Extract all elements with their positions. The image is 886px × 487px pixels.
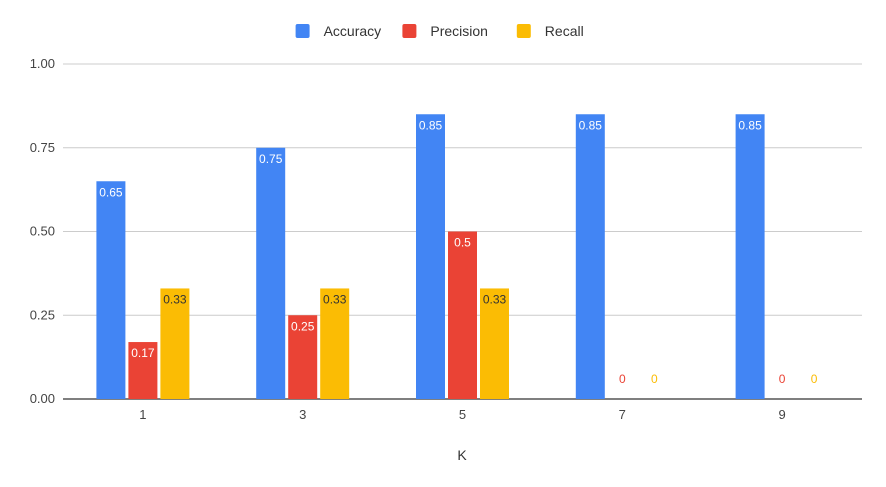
- data-label: 0.85: [738, 118, 762, 132]
- x-tick-label: 9: [778, 407, 785, 422]
- legend-label-precision: Precision: [430, 23, 488, 39]
- legend: Accuracy Precision Recall: [295, 23, 584, 39]
- data-label: 0.85: [419, 118, 443, 132]
- x-tick-label: 1: [139, 407, 146, 422]
- bars: 0.65 0.17 0.33 0.75 0.25 0.33 0.85 0.5 0.33 0.85 0…: [96, 114, 818, 399]
- data-label: 0: [651, 372, 658, 386]
- legend-label-accuracy: Accuracy: [324, 23, 382, 39]
- data-label: 0.33: [323, 292, 347, 306]
- data-label: 0.5: [454, 236, 471, 250]
- data-label: 0.65: [99, 185, 123, 199]
- y-axis-ticks: 0.00 0.25 0.50 0.75 1.00: [30, 56, 55, 406]
- y-tick-label: 0.00: [30, 391, 55, 406]
- data-label: 0: [619, 372, 626, 386]
- data-label: 0.17: [131, 346, 155, 360]
- bar-recall-k5: [480, 288, 509, 399]
- bar-accuracy-k3: [256, 147, 286, 399]
- bar-accuracy-k7: [575, 114, 605, 399]
- data-label: 0.75: [259, 152, 283, 166]
- legend-swatch-accuracy: [295, 24, 310, 38]
- data-label: 0.33: [483, 292, 507, 306]
- x-tick-label: 7: [619, 407, 626, 422]
- legend-swatch-recall: [516, 24, 531, 38]
- y-tick-label: 0.25: [30, 307, 55, 322]
- bar-precision-k3: [288, 315, 318, 399]
- bar-accuracy-k5: [416, 114, 445, 399]
- bar-accuracy-k9: [735, 114, 765, 399]
- data-label: 0.33: [163, 292, 187, 306]
- x-tick-label: 3: [299, 407, 306, 422]
- bar-accuracy-k1: [96, 181, 126, 399]
- y-tick-label: 0.75: [30, 140, 55, 155]
- legend-swatch-precision: [402, 24, 417, 38]
- y-tick-label: 1.00: [30, 56, 55, 71]
- x-axis-title: K: [457, 447, 467, 463]
- data-label: 0: [779, 372, 786, 386]
- data-label: 0.25: [291, 319, 315, 333]
- y-tick-label: 0.50: [30, 224, 55, 239]
- bar-recall-k3: [320, 288, 350, 399]
- bar-precision-k5: [448, 231, 477, 399]
- legend-label-recall: Recall: [545, 23, 584, 39]
- x-axis-ticks: 1 3 5 7 9: [139, 407, 785, 422]
- bar-recall-k1: [160, 288, 190, 399]
- bar-precision-k1: [128, 342, 158, 399]
- data-label: 0.85: [579, 118, 603, 132]
- x-tick-label: 5: [459, 407, 466, 422]
- data-label: 0: [811, 372, 818, 386]
